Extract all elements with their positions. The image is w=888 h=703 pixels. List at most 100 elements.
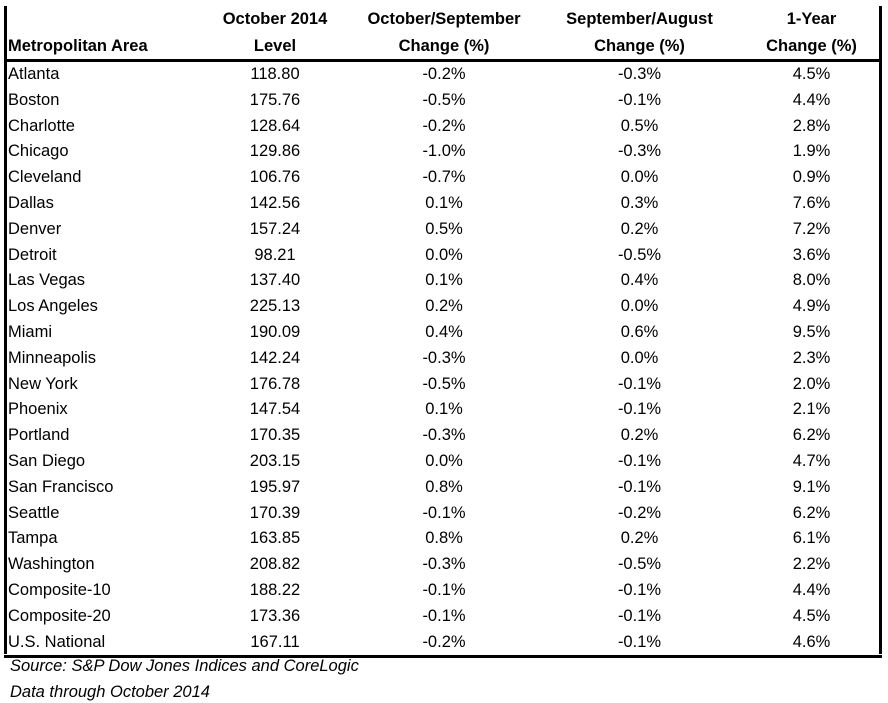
header-year-line1: 1-Year <box>786 10 837 28</box>
year-change: 3.6% <box>792 245 831 264</box>
metro-name: Seattle <box>8 503 60 522</box>
sepaug-change: 0.6% <box>620 322 659 341</box>
octsep-change: 0.0% <box>425 451 463 470</box>
year-change: 9.5% <box>792 322 831 341</box>
level-value: 175.76 <box>249 90 301 109</box>
table-row: U.S. National 167.11 -0.2% -0.1% 4.6% <box>4 629 882 659</box>
octsep-change: 0.1% <box>425 271 463 290</box>
table-row: Detroit 98.21 0.0% -0.5% 3.6% <box>4 243 882 269</box>
sepaug-change: -0.1% <box>617 374 662 393</box>
metro-name: Composite-10 <box>8 580 111 599</box>
metro-name: Cleveland <box>8 168 82 187</box>
level-value: 106.76 <box>249 168 301 187</box>
metro-name: Denver <box>8 219 62 238</box>
year-change: 4.7% <box>792 451 831 470</box>
metro-name: Portland <box>8 426 70 445</box>
table-body: Atlanta 118.80 -0.2% -0.3% 4.5% Boston 175.76 -… <box>4 61 882 659</box>
year-change: 2.2% <box>792 555 831 574</box>
table-right-border <box>879 6 882 654</box>
table-row: Charlotte 128.64 -0.2% 0.5% 2.8% <box>4 114 882 140</box>
metro-name: Washington <box>8 555 95 574</box>
metro-name: San Diego <box>8 451 86 470</box>
octsep-change: -0.5% <box>422 90 466 109</box>
octsep-change: -0.2% <box>422 65 466 83</box>
sepaug-change: -0.3% <box>617 65 662 83</box>
year-change: 4.4% <box>792 580 831 599</box>
sepaug-change: 0.2% <box>620 219 659 238</box>
header-octsep-line2: Change (%) <box>350 32 538 62</box>
table-row: Las Vegas 137.40 0.1% 0.4% 8.0% <box>4 268 882 294</box>
table-row: Los Angeles 225.13 0.2% 0.0% 4.9% <box>4 294 882 320</box>
metro-name: San Francisco <box>8 477 114 496</box>
sepaug-change: -0.1% <box>617 606 662 625</box>
table-row: Composite-10 188.22 -0.1% -0.1% 4.4% <box>4 578 882 604</box>
table-row: Miami 190.09 0.4% 0.6% 9.5% <box>4 320 882 346</box>
table-row: Chicago 129.86 -1.0% -0.3% 1.9% <box>4 139 882 165</box>
header-sepaug-line2: Change (%) <box>538 32 741 62</box>
level-value: 195.97 <box>249 477 301 496</box>
octsep-change: 0.5% <box>425 219 463 238</box>
sepaug-change: -0.1% <box>617 580 662 599</box>
metro-name: Detroit <box>8 245 57 264</box>
metro-name: U.S. National <box>4 629 200 659</box>
table-row: Minneapolis 142.24 -0.3% 0.0% 2.3% <box>4 346 882 372</box>
year-change: 2.8% <box>792 116 831 135</box>
metro-name: Dallas <box>8 193 54 212</box>
year-change: 0.9% <box>792 168 831 187</box>
header-metro: Metropolitan Area <box>4 32 200 62</box>
table-row: San Francisco 195.97 0.8% -0.1% 9.1% <box>4 475 882 501</box>
metro-name: Composite-20 <box>8 606 111 625</box>
table-row: San Diego 203.15 0.0% -0.1% 4.7% <box>4 449 882 475</box>
metro-name: Boston <box>8 90 60 109</box>
octsep-change: -0.7% <box>422 168 466 187</box>
metro-name: New York <box>8 374 78 393</box>
year-change: 2.0% <box>792 374 831 393</box>
sepaug-change: 0.2% <box>620 529 659 548</box>
octsep-change: -0.1% <box>422 503 466 522</box>
octsep-change: -0.2% <box>422 116 466 135</box>
level-value: 157.24 <box>249 219 301 238</box>
year-change: 2.3% <box>792 348 831 367</box>
sepaug-change: -0.1% <box>617 451 662 470</box>
table-row: Dallas 142.56 0.1% 0.3% 7.6% <box>4 191 882 217</box>
octsep-change: -0.3% <box>422 348 466 367</box>
metro-name: Phoenix <box>8 400 68 419</box>
octsep-change: 0.1% <box>425 400 463 419</box>
level-value: 163.85 <box>249 529 301 548</box>
level-value: 137.40 <box>249 271 301 290</box>
table-row: Composite-20 173.36 -0.1% -0.1% 4.5% <box>4 604 882 630</box>
table-row: Washington 208.82 -0.3% -0.5% 2.2% <box>4 552 882 578</box>
sepaug-change: -0.1% <box>617 477 662 496</box>
sepaug-change: 0.0% <box>620 297 659 316</box>
level-value: 173.36 <box>249 606 301 625</box>
year-change: 1.9% <box>792 142 831 161</box>
table-left-border <box>4 6 7 654</box>
home-price-table-container: October 2014 October/September September… <box>4 6 882 659</box>
level-value: 98.21 <box>254 245 296 264</box>
level-value: 170.39 <box>249 503 301 522</box>
header-metro-blank <box>4 6 200 32</box>
octsep-change: -0.5% <box>422 374 466 393</box>
sepaug-change: 0.0% <box>620 348 659 367</box>
metro-name: Tampa <box>8 529 58 548</box>
metro-name: Charlotte <box>8 116 75 135</box>
source-note: Source: S&P Dow Jones Indices and CoreLo… <box>10 657 359 675</box>
year-change: 7.6% <box>792 193 831 212</box>
level-value: 142.56 <box>249 193 301 212</box>
sepaug-change: -0.5% <box>617 555 662 574</box>
metro-name: Los Angeles <box>8 297 98 316</box>
sepaug-change: 0.2% <box>620 426 659 445</box>
metro-name: Las Vegas <box>8 271 86 290</box>
level-value: 225.13 <box>249 297 301 316</box>
year-change: 9.1% <box>792 477 831 496</box>
sepaug-change: -0.2% <box>617 503 662 522</box>
octsep-change: 0.4% <box>425 322 463 341</box>
octsep-change: -1.0% <box>422 142 466 161</box>
table-row: Atlanta 118.80 -0.2% -0.3% 4.5% <box>4 61 882 88</box>
table-row: Portland 170.35 -0.3% 0.2% 6.2% <box>4 423 882 449</box>
year-change: 8.0% <box>792 271 831 290</box>
sepaug-change: -0.1% <box>617 400 662 419</box>
table-row: Cleveland 106.76 -0.7% 0.0% 0.9% <box>4 165 882 191</box>
data-through-note: Data through October 2014 <box>10 683 210 701</box>
year-change: 4.5% <box>792 606 831 625</box>
